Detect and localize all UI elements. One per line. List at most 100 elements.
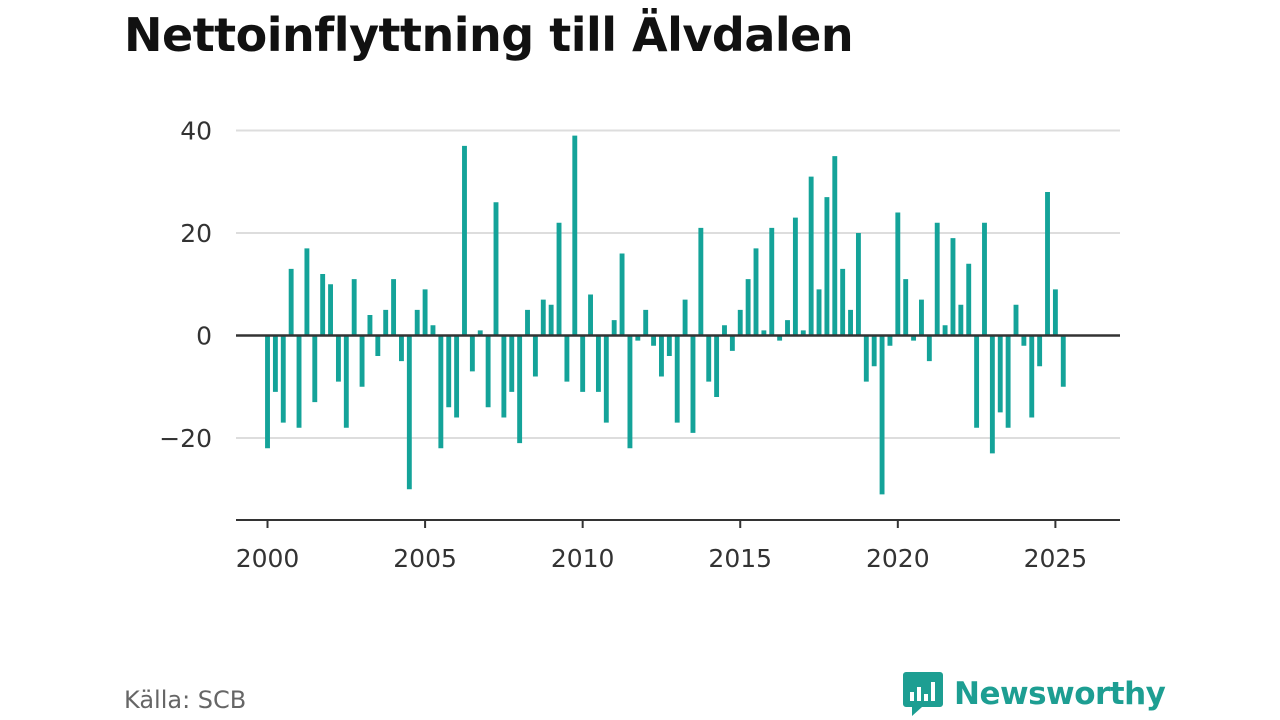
bar (603, 335, 609, 423)
bar (367, 315, 373, 336)
bar (989, 335, 995, 454)
bar (1029, 335, 1035, 418)
bar (919, 299, 924, 336)
bar (659, 335, 664, 377)
y-tick-label: 20 (180, 219, 212, 248)
newsworthy-logo-icon (903, 672, 943, 716)
bar (304, 248, 310, 336)
bar (666, 335, 672, 356)
x-tick-label: 2025 (1024, 544, 1088, 573)
bar (414, 309, 420, 336)
bar (832, 156, 838, 336)
brand-name: Newsworthy (954, 676, 1166, 712)
bar (359, 335, 365, 387)
bar (800, 330, 806, 336)
bar (564, 335, 570, 382)
bar (690, 335, 696, 433)
y-tick-label: 0 (196, 322, 212, 351)
bar (399, 335, 404, 362)
bar (265, 335, 270, 449)
y-tick-label: −20 (159, 424, 212, 453)
bar (438, 335, 444, 449)
bar (320, 274, 326, 336)
bar (462, 145, 467, 336)
bar (651, 335, 657, 346)
y-axis-labels: 40 20 0 −20 (159, 117, 212, 454)
x-tick-label: 2015 (708, 544, 772, 573)
x-axis (236, 519, 1120, 528)
bar (540, 299, 546, 336)
bar (934, 222, 940, 336)
bar (485, 335, 491, 408)
bar (611, 320, 617, 336)
bar (942, 325, 948, 336)
bar (1045, 192, 1050, 336)
bar (572, 135, 578, 336)
bar (375, 335, 381, 356)
bar (509, 335, 515, 392)
bar (532, 335, 538, 377)
bar (454, 335, 460, 418)
bar (296, 335, 302, 428)
bar (406, 335, 412, 490)
bar (769, 227, 775, 336)
bar (548, 304, 554, 336)
bar (698, 227, 704, 336)
bar (1005, 335, 1011, 428)
bar (824, 197, 830, 336)
bar (1021, 335, 1027, 346)
bar (635, 335, 641, 341)
x-tick-label: 2005 (393, 544, 457, 573)
bar (619, 253, 625, 336)
bar (477, 330, 483, 336)
bar (312, 335, 318, 403)
bar (745, 279, 751, 336)
bar (997, 335, 1003, 413)
bar (1037, 335, 1043, 367)
bar (391, 279, 397, 336)
x-tick-label: 2010 (551, 544, 615, 573)
bar (643, 309, 649, 336)
bar (556, 222, 562, 336)
bar (595, 335, 601, 392)
bar (887, 335, 893, 346)
bar (383, 309, 389, 336)
bar (911, 335, 917, 341)
bar (966, 263, 972, 336)
bar (982, 222, 987, 336)
bar (469, 335, 475, 372)
bar (753, 248, 759, 336)
bar (714, 335, 720, 397)
bar (816, 289, 822, 336)
bar (792, 217, 798, 336)
bar (729, 335, 735, 351)
bar (761, 330, 767, 336)
bar (974, 335, 980, 428)
bar (706, 335, 712, 382)
bar (722, 325, 727, 336)
bar (335, 335, 341, 382)
bar (280, 335, 286, 423)
bar (737, 309, 743, 336)
bar (430, 325, 436, 336)
bar (422, 289, 428, 336)
bar (328, 284, 333, 336)
source-label: Källa: SCB (124, 686, 247, 714)
bar (517, 335, 523, 444)
bar (1052, 289, 1058, 336)
y-tick-label: 40 (180, 117, 212, 146)
bar (627, 335, 633, 449)
bar (1013, 304, 1019, 336)
bar (879, 335, 885, 495)
brand-logo: Newsworthy (902, 670, 1166, 718)
bar (580, 335, 586, 392)
bar (525, 309, 530, 336)
bar (950, 238, 956, 336)
bar (840, 268, 846, 336)
bar (272, 335, 278, 392)
bar (493, 202, 499, 336)
bar (871, 335, 877, 367)
bar (588, 294, 593, 336)
bar (785, 320, 790, 336)
bar (903, 279, 909, 336)
